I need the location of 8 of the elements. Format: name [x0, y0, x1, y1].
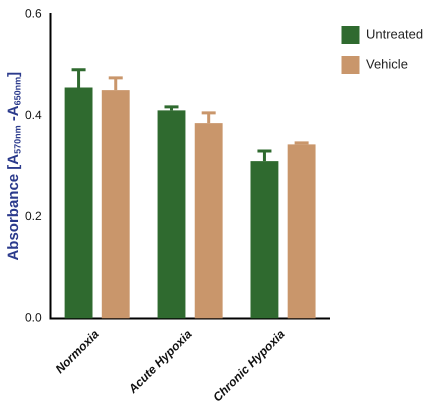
y-axis-title: Absorbance [A570nm -A650nm] — [5, 72, 22, 261]
legend-label: Vehicle — [366, 56, 408, 72]
y-tick-label: 0.4 — [24, 108, 42, 122]
bar — [288, 144, 316, 318]
y-tick-label: 0.2 — [24, 209, 42, 224]
legend-label: Untreated — [366, 26, 424, 42]
y-tick-label: 0.6 — [24, 6, 42, 20]
y-tick-label: 0.0 — [24, 310, 42, 325]
